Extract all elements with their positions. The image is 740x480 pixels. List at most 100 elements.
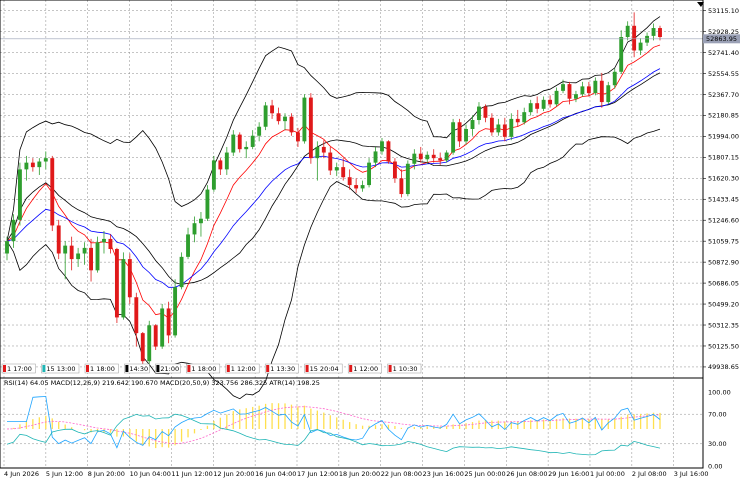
- event-marker[interactable]: [41, 363, 80, 374]
- price-tick-label: 49938.65: [708, 363, 739, 371]
- time-tick-label: 23 Jun 16:00: [423, 470, 464, 478]
- event-marker[interactable]: [84, 363, 119, 374]
- candle-bull: [425, 154, 430, 160]
- price-tick-label: 51059.75: [708, 237, 739, 245]
- candle-bull: [17, 169, 22, 220]
- event-marker[interactable]: [186, 363, 221, 374]
- price-tick-label: 51433.45: [708, 196, 739, 204]
- candle-bear: [632, 25, 637, 51]
- candle-bull: [619, 37, 624, 72]
- bollinger-upper: [6, 16, 661, 242]
- event-marker-time: 1 18:00: [191, 365, 216, 373]
- candle-bull: [444, 152, 449, 161]
- candle-bear: [599, 80, 604, 103]
- event-marker-time: 15 13:00: [46, 365, 75, 373]
- candle-bear: [276, 113, 281, 122]
- event-marker[interactable]: [225, 363, 260, 374]
- event-marker-flag: [156, 365, 160, 372]
- candle-bull: [541, 99, 546, 109]
- atr-line: [6, 413, 661, 456]
- indicator-level-label: 0.00: [708, 462, 722, 470]
- candle-bull: [554, 90, 559, 105]
- time-tick-label: 25 Jun 00:00: [464, 470, 505, 478]
- candle-bear: [354, 185, 359, 189]
- candle-bear: [399, 178, 404, 195]
- candle-bull: [651, 28, 656, 36]
- candle-bear: [535, 103, 540, 109]
- event-marker[interactable]: [304, 363, 343, 374]
- candle-bull: [211, 160, 216, 190]
- event-marker-flag: [42, 365, 46, 372]
- price-tick-label: 50499.20: [708, 300, 739, 308]
- candle-bear: [30, 162, 35, 168]
- price-axis: 53115.10 52928.25 52741.40 52554.55 52367.70…: [703, 7, 739, 371]
- candle-bear: [489, 117, 494, 133]
- event-marker[interactable]: [155, 363, 181, 374]
- candle-bull: [257, 126, 262, 136]
- candle-bull: [37, 161, 42, 168]
- candle-bear: [386, 141, 391, 162]
- candle-bull: [121, 259, 126, 318]
- candle-bull: [315, 146, 320, 159]
- time-tick-label: 8 Jun 20:00: [88, 470, 125, 478]
- candle-bull: [24, 162, 29, 170]
- candle-bear: [308, 97, 313, 159]
- candle-bull: [192, 223, 197, 235]
- candle-bull: [43, 158, 48, 162]
- event-marker-time: 1 17:00: [7, 365, 32, 373]
- price-tick-label: 52741.40: [708, 49, 739, 57]
- price-tick-label: 52928.25: [708, 28, 739, 36]
- candle-bear: [392, 161, 397, 179]
- indicator-level-label: 100.00: [708, 388, 731, 396]
- event-marker-flag: [3, 365, 6, 372]
- indicator-legend: RSI(14) 64.05 MACD(12,26,9) 219.642 190.…: [4, 379, 320, 387]
- event-marker[interactable]: [347, 363, 382, 374]
- candle-bull: [412, 153, 417, 164]
- indicator-panel: [6, 396, 661, 456]
- price-tick-label: 52554.55: [708, 70, 739, 78]
- time-tick-label: 4 Jun 2026: [4, 470, 39, 478]
- candle-bear: [431, 154, 436, 159]
- candle-bear: [218, 160, 223, 170]
- candle-bull: [160, 308, 165, 347]
- candle-bull: [302, 97, 307, 142]
- candle-bull: [283, 116, 287, 122]
- price-tick-label: 51246.60: [708, 217, 739, 225]
- candle-bear: [134, 297, 139, 334]
- candle-bull: [612, 71, 617, 86]
- candle-bull: [367, 162, 371, 186]
- price-tick-label: 51620.30: [708, 175, 739, 183]
- candle-bear: [127, 259, 132, 298]
- ma-slow: [6, 68, 661, 288]
- time-tick-label: 5 Jun 12:00: [46, 470, 83, 478]
- price-tick-label: 53115.10: [708, 7, 739, 15]
- time-tick-label: 10 Jun 04:00: [130, 470, 171, 478]
- candle-bull: [263, 105, 268, 127]
- event-marker[interactable]: [124, 363, 150, 374]
- candle-bull: [625, 25, 630, 38]
- candle-bull: [173, 287, 178, 336]
- candle-bull: [470, 120, 475, 129]
- event-marker[interactable]: [264, 363, 299, 374]
- price-tick-label: 52180.85: [708, 112, 739, 120]
- autoscroll-arrow-icon[interactable]: [697, 2, 704, 7]
- candle-bear: [89, 247, 93, 271]
- candle-bull: [561, 84, 565, 91]
- candle-bear: [483, 106, 488, 118]
- candles: [5, 12, 662, 367]
- candle-bear: [296, 132, 300, 142]
- candle-bull: [231, 134, 236, 153]
- candle-bear: [567, 84, 572, 99]
- time-tick-label: 18 Jun 20:00: [339, 470, 380, 478]
- candle-bear: [237, 134, 242, 150]
- candle-bull: [179, 256, 184, 288]
- candle-bear: [328, 152, 333, 171]
- event-marker-time: 14:30: [129, 365, 148, 373]
- candle-bear: [515, 118, 520, 123]
- event-marker[interactable]: [387, 363, 422, 374]
- event-marker[interactable]: [1, 363, 36, 374]
- event-marker-flag: [86, 365, 89, 372]
- time-tick-label: 2 Jul 08:00: [632, 470, 667, 478]
- time-tick-label: 26 Jun 08:00: [506, 470, 547, 478]
